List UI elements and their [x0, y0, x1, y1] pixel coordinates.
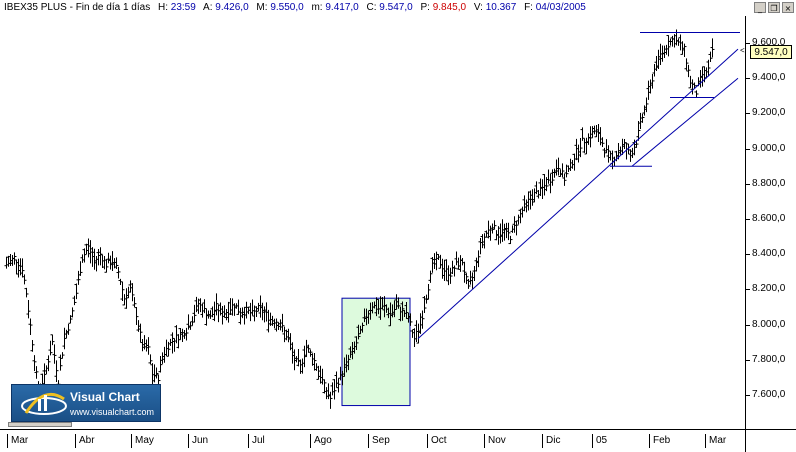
price-tick-label: 9.400,0 [752, 72, 786, 84]
month-label: Abr [75, 434, 95, 448]
price-tick-label: 8.800,0 [752, 177, 786, 189]
header-f: F: 04/03/2005 [524, 2, 586, 13]
logo-swoosh-icon [21, 392, 67, 415]
price-tick-label: 7.600,0 [752, 389, 786, 400]
price-chart[interactable] [0, 16, 745, 429]
chart-header: IBEX35 PLUS - Fin de día 1 días H: 23:59… [0, 0, 745, 16]
price-tick-mark [746, 219, 750, 220]
price-tick-mark [746, 43, 750, 44]
month-label: Mar [7, 434, 28, 448]
month-label: Sep [368, 434, 390, 448]
restore-button[interactable]: ❐ [768, 2, 780, 13]
month-label: Feb [649, 434, 670, 448]
header-p: P: 9.845,0 [420, 2, 467, 13]
time-axis[interactable]: Mar Abr May Jun Jul Ago Sep Oct Nov Dic 05 Feb Mar [0, 429, 745, 452]
price-tick-mark [746, 183, 750, 185]
header-low: m: 9.417,0 [311, 2, 359, 13]
month-label: Jul [248, 434, 265, 448]
price-tick-label: 9.000,0 [752, 142, 786, 154]
trendline [417, 48, 739, 340]
header-a: A: 9.426,0 [203, 2, 249, 13]
logo-underbar [8, 422, 72, 427]
price-tick-mark [746, 324, 750, 326]
month-label: May [131, 434, 154, 448]
last-price-arrow-icon: < [740, 46, 745, 56]
price-tick-mark [746, 78, 750, 80]
price-tick-label: 8.400,0 [752, 248, 786, 260]
header-m: M: 9.550,0 [256, 2, 304, 13]
axis-corner [745, 429, 796, 452]
trendline [631, 77, 739, 167]
price-tick-label: 7.800,0 [752, 353, 786, 365]
month-label: Mar [705, 434, 726, 448]
month-label: Oct [427, 434, 447, 448]
price-tick-mark [746, 254, 750, 256]
header-h: H: 23:59 [157, 2, 196, 13]
month-label: Dic [542, 434, 560, 448]
price-axis[interactable]: 9.600,0 9.400,0 9.200,0 9.000,0 8.800,0 8.600… [740, 16, 796, 429]
month-label: Jun [188, 434, 208, 448]
minimize-button[interactable]: _ [754, 2, 766, 13]
close-button[interactable]: × [782, 2, 794, 13]
visual-chart-logo: Visual Chart www.visualchart.com [11, 384, 161, 422]
price-tick-mark [746, 148, 750, 150]
price-tick-label: 8.200,0 [752, 283, 786, 295]
month-label: 05 [592, 434, 607, 448]
price-tick-mark [746, 113, 750, 115]
logo-title: Visual Chart [70, 390, 140, 404]
header-c: C: 9.547,0 [366, 2, 413, 13]
logo-url: www.visualchart.com [70, 407, 155, 417]
symbol-title: IBEX35 PLUS - Fin de día 1 días [4, 2, 151, 13]
price-tick-label: 8.600,0 [752, 213, 786, 224]
header-v: V: 10.367 [473, 2, 517, 13]
price-tick-label: 8.000,0 [752, 318, 786, 330]
month-label: Ago [310, 434, 332, 448]
price-tick-label: 9.200,0 [752, 107, 786, 119]
price-tick-mark [746, 359, 750, 361]
window-controls: _ ❐ × [754, 2, 794, 14]
month-label: Nov [484, 434, 506, 448]
price-tick-mark [746, 289, 750, 291]
price-tick-mark [746, 395, 750, 396]
last-price-tag: 9.547,0 [750, 45, 792, 60]
price-tick-label: 9.600,0 [752, 37, 786, 48]
